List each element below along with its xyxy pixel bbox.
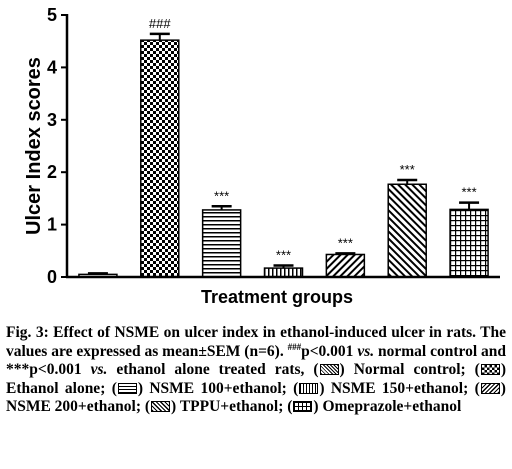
caption-pvalue: p<0.001 [301,342,354,360]
legend-label: Ethanol alone; [6,379,106,397]
legend-swatch-diagonal-lines-reverse [151,401,171,413]
caption-text: normal control and ***p<0.001 [6,342,507,379]
bar-checker [140,39,180,278]
legend-label: NSME 100+ethanol; [149,379,287,397]
bar-grid [449,208,489,278]
legend-swatch-grid [293,401,313,413]
y-tick-label: 2 [47,162,57,182]
legend-label: NSME 200+ethanol; [6,398,141,416]
bars: ### *** *** *** *** *** [78,16,489,278]
bar-diagonal-lines [325,253,366,278]
y-tick-label: 0 [47,267,57,287]
y-tick-label: 3 [47,110,57,130]
legend-label: TPPU+ethanol; [179,398,284,416]
legend-swatch-horizontal-lines [117,382,137,394]
y-tick-label: 5 [47,5,57,25]
y-tick-label: 1 [47,215,57,235]
caption-text: ethanol alone treated rats, ( [116,361,319,379]
significance-marker: ### [149,16,171,31]
significance-marker: *** [461,185,476,200]
legend-label: Omeprazole+ethanol [322,398,462,416]
caption-sup: ### [287,341,302,352]
legend-label: Normal control; [353,361,466,379]
caption-text: Effect of NSME on ulcer index in ethanol… [6,324,507,360]
bar-chart: Ulcer Index scores Treatment groups 0 1 2 3… [23,5,500,307]
legend-swatch-vertical-lines [299,382,319,394]
significance-marker: *** [400,162,415,177]
y-tick-label: 4 [47,57,57,77]
legend-swatch-dots [319,364,339,376]
legend-label: NSME 150+ethanol; [330,379,469,397]
x-axis-label: Treatment groups [201,287,353,307]
figure-label: Fig. 3: [6,324,49,341]
caption-vs: vs. [357,342,375,360]
caption-vs: vs. [90,361,108,379]
y-axis-label: Ulcer Index scores [23,57,45,235]
legend-swatch-diagonal-lines [480,382,500,394]
significance-marker: *** [338,235,353,250]
bar-vertical-lines [263,267,304,278]
figure-caption: Fig. 3: Effect of NSME on ulcer index in… [6,324,507,416]
bar-diagonal-lines-reverse [387,183,427,278]
bar-horizontal-lines [201,209,242,278]
significance-marker: *** [214,188,229,203]
y-axis-ticks: 0 1 2 3 4 5 [47,5,67,287]
legend-swatch-checker [480,364,500,376]
axes [65,14,500,279]
significance-marker: *** [276,247,291,262]
